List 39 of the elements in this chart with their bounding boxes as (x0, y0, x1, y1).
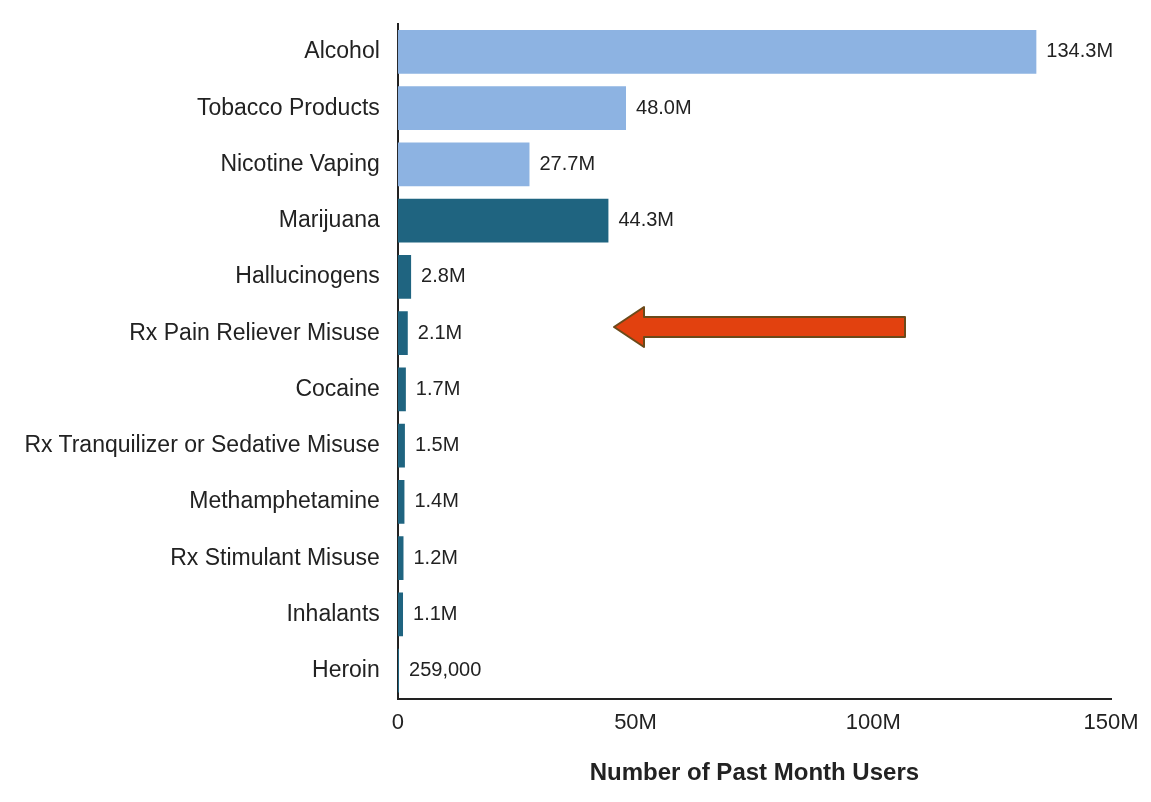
data-label: 1.4M (414, 489, 459, 512)
data-label: 48.0M (636, 95, 692, 118)
bar (397, 479, 405, 524)
data-label: 1.2M (413, 545, 458, 568)
data-label: 259,000 (409, 658, 482, 681)
x-tick-label: 100M (845, 709, 901, 735)
x-tick-label: 150M (1083, 709, 1139, 735)
y-tick-label: Rx Pain Reliever Misuse (129, 318, 380, 345)
x-tick-label: 50M (614, 709, 657, 735)
y-tick-label: Cocaine (295, 374, 380, 401)
bar (397, 254, 412, 299)
x-tick-label: 0 (391, 709, 404, 735)
y-tick-label: Marijuana (278, 206, 380, 233)
data-label: 134.3M (1046, 39, 1114, 62)
data-label: 2.8M (421, 264, 466, 287)
y-tick-label: Tobacco Products (196, 93, 380, 120)
y-tick-label: Rx Tranquilizer or Sedative Misuse (24, 431, 380, 458)
y-tick-label: Methamphetamine (189, 487, 380, 514)
bar (397, 311, 408, 356)
x-axis-title: Number of Past Month Users (589, 758, 920, 786)
data-label: 1.7M (415, 376, 461, 399)
data-label: 27.7M (539, 151, 596, 174)
y-tick-label: Inhalants (286, 599, 380, 626)
bar (397, 86, 627, 131)
bar (397, 423, 405, 468)
y-tick-label: Rx Stimulant Misuse (170, 543, 380, 570)
y-tick-label: Hallucinogens (235, 262, 380, 289)
y-tick-label: Alcohol (304, 37, 380, 64)
data-label: 1.5M (414, 433, 460, 456)
data-label: 44.3M (618, 208, 675, 231)
bar (397, 592, 404, 637)
bar (397, 29, 1037, 74)
bar (397, 367, 406, 412)
data-label: 1.1M (413, 601, 458, 624)
bar (397, 142, 530, 187)
y-tick-label: Nicotine Vaping (220, 149, 380, 176)
data-label: 2.1M (417, 320, 463, 343)
y-tick-label: Heroin (312, 656, 380, 683)
bar (397, 198, 609, 243)
